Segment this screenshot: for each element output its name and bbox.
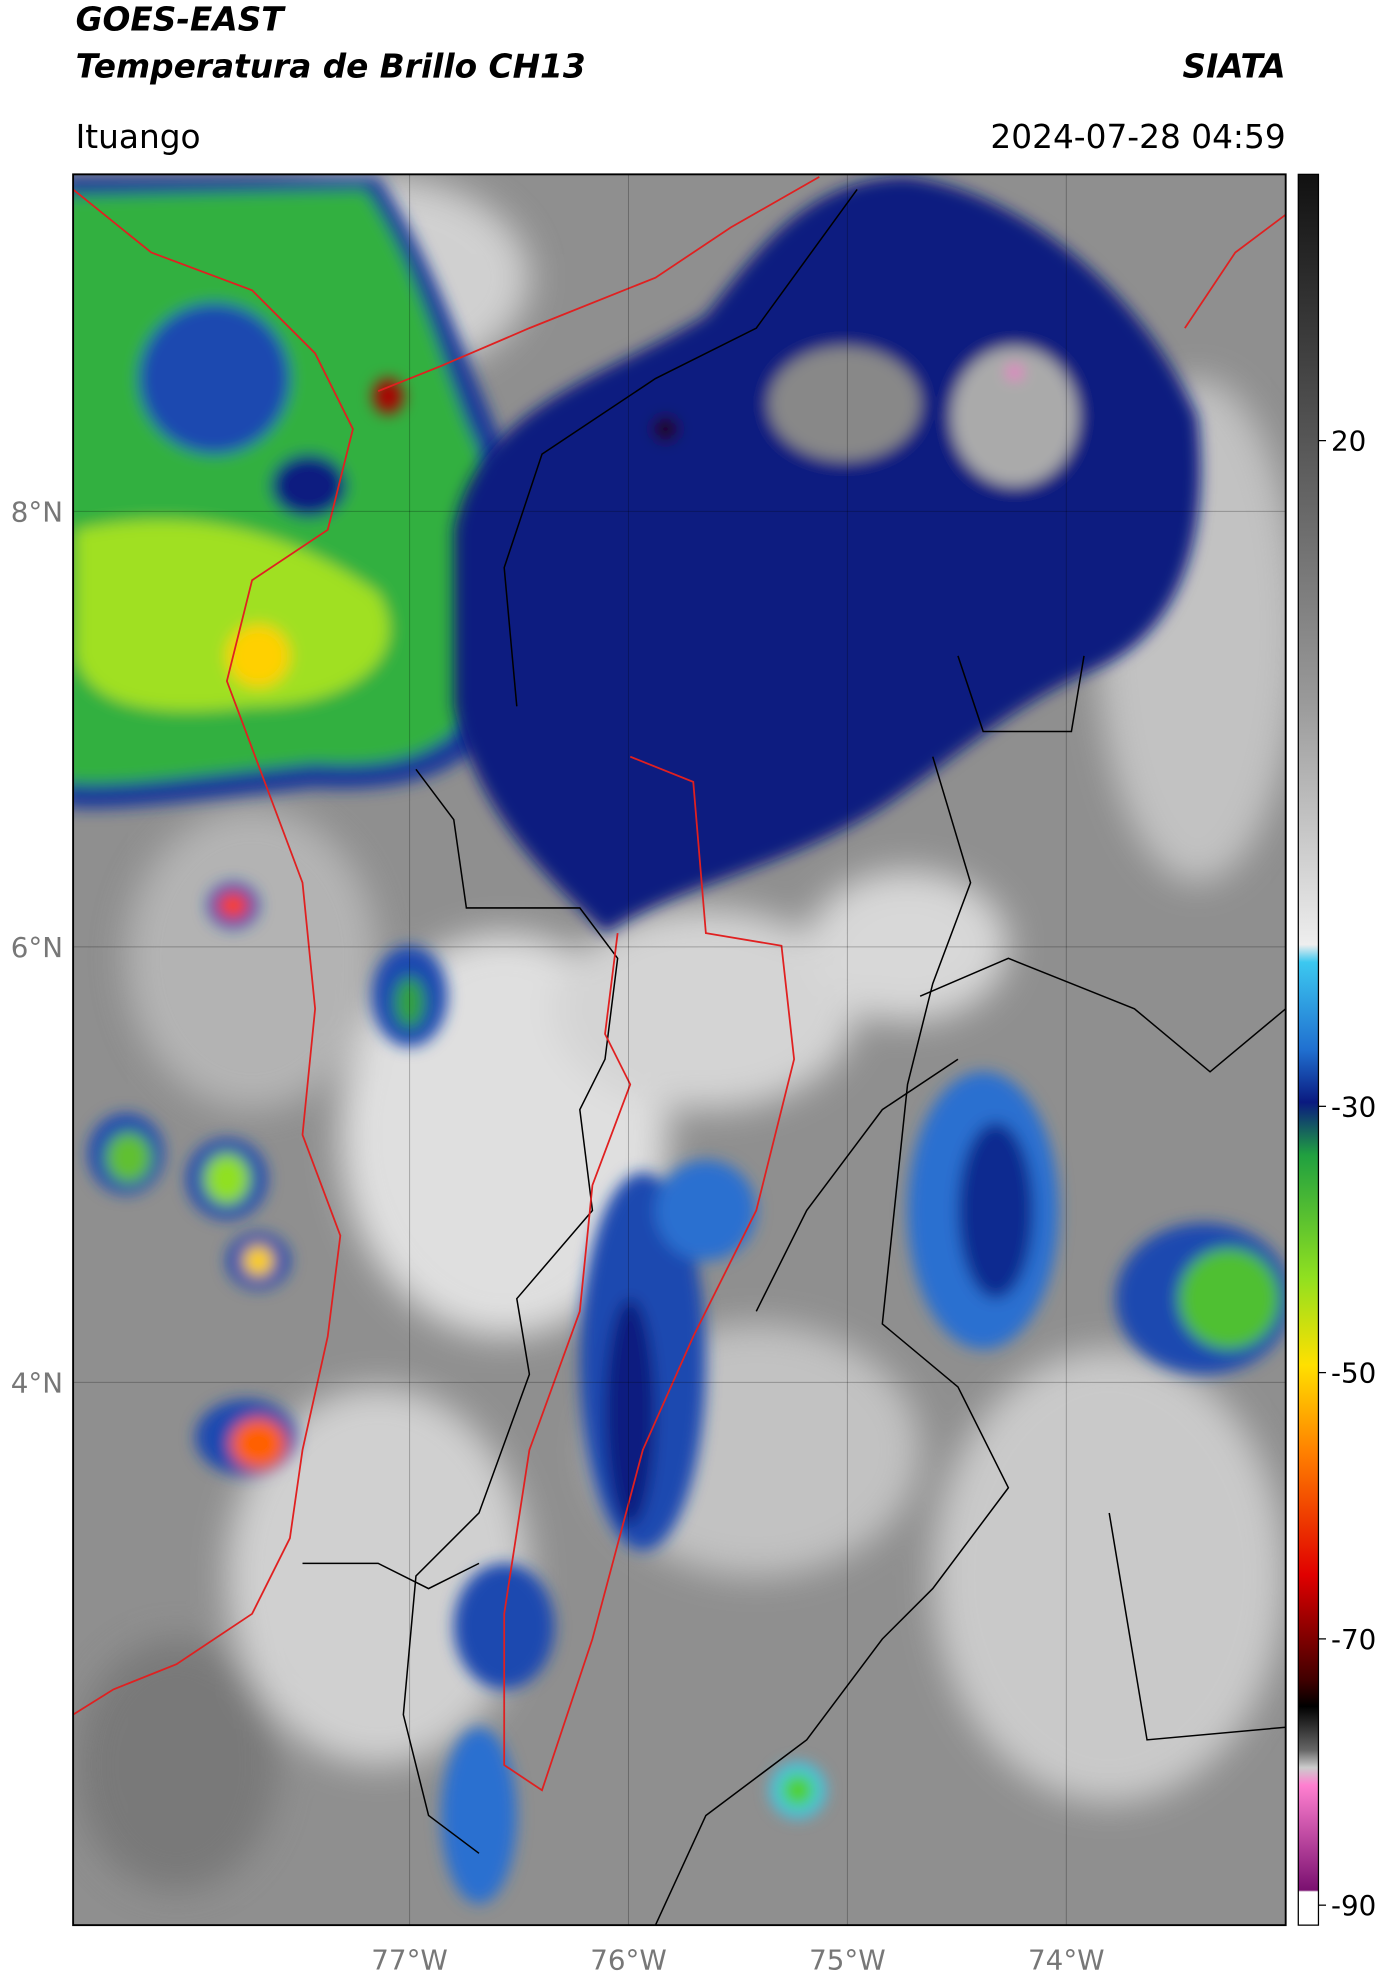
org: SIATA [1182, 47, 1285, 85]
title: Temperatura de Brillo CH13 [76, 47, 586, 85]
graticule [73, 174, 1286, 1926]
satellite-image [73, 174, 1286, 1926]
colorbar-label: -50 [1331, 1357, 1376, 1390]
lat-label: 6°N [11, 931, 63, 964]
colorbar-label: -90 [1331, 1889, 1376, 1922]
lon-label: 75°W [809, 1943, 886, 1976]
datetime: 2024-07-28 04:59 [990, 118, 1285, 156]
colorbar [1297, 173, 1320, 1926]
lat-label: 8°N [11, 495, 63, 528]
colorbar-label: -70 [1331, 1623, 1376, 1656]
colorbar-label: -30 [1331, 1090, 1376, 1123]
location: Ituango [76, 118, 201, 156]
lon-label: 76°W [590, 1943, 667, 1976]
lat-label: 4°N [11, 1366, 63, 1399]
map-frame [72, 173, 1287, 1927]
lon-label: 74°W [1028, 1943, 1105, 1976]
lon-label: 77°W [371, 1943, 448, 1976]
product: GOES-EAST [76, 1, 287, 39]
colorbar-label: 20 [1331, 425, 1366, 458]
